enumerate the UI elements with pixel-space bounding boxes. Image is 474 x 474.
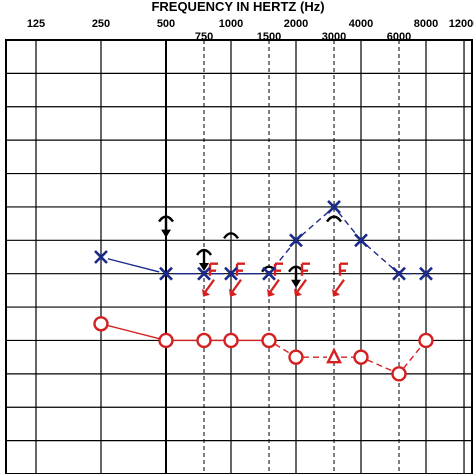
data-point-x bbox=[419, 266, 433, 281]
data-point-triangle bbox=[326, 347, 342, 364]
markers bbox=[93, 200, 434, 382]
data-point-x bbox=[262, 266, 276, 281]
data-point-x bbox=[327, 200, 341, 214]
no-response-arrowhead-red bbox=[332, 288, 341, 297]
octave-tick-label: 250 bbox=[92, 18, 110, 30]
grid bbox=[6, 40, 472, 474]
data-point-x bbox=[94, 250, 108, 264]
no-response-arrowhead-red bbox=[267, 288, 276, 297]
bc-bracket-marker bbox=[338, 262, 349, 276]
data-point-o bbox=[261, 332, 277, 349]
data-point-o bbox=[391, 366, 407, 382]
series-segment bbox=[107, 258, 160, 273]
no-response-arrow-red bbox=[203, 279, 215, 295]
series-segment bbox=[274, 343, 291, 355]
octave-tick-label: 500 bbox=[157, 18, 175, 30]
no-response-arrow-red bbox=[295, 279, 307, 295]
no-response-arrowhead-black bbox=[199, 263, 210, 271]
no-response-arrowhead-red bbox=[229, 288, 237, 297]
series-segment bbox=[365, 244, 395, 270]
data-point-x bbox=[289, 233, 303, 248]
masked-bc-marker bbox=[158, 215, 174, 223]
data-point-x bbox=[354, 233, 368, 248]
no-response-arrowhead-black bbox=[291, 279, 301, 288]
data-point-o bbox=[418, 332, 434, 349]
octave-tick-label: 4000 bbox=[349, 18, 373, 30]
bc-bracket-marker bbox=[300, 262, 310, 276]
series-segment bbox=[402, 345, 423, 369]
bc-bracket-marker bbox=[273, 262, 284, 276]
octave-tick-label: 1000 bbox=[219, 18, 243, 30]
data-point-o bbox=[288, 349, 304, 365]
series-segment bbox=[337, 211, 358, 236]
data-point-o bbox=[353, 349, 369, 365]
data-point-x bbox=[224, 266, 238, 281]
series-segment bbox=[367, 359, 393, 372]
masked-bc-marker bbox=[196, 248, 213, 256]
no-response-arrowhead-black bbox=[161, 229, 171, 238]
series-segment bbox=[107, 324, 160, 340]
no-response-arrow-red bbox=[268, 279, 280, 295]
no-response-arrow-red bbox=[333, 279, 345, 295]
chart-title: FREQUENCY IN HERTZ (Hz) bbox=[151, 0, 324, 14]
data-point-o bbox=[93, 316, 109, 332]
masked-bc-marker bbox=[223, 232, 239, 240]
data-point-o bbox=[158, 332, 174, 349]
octave-tick-label: 2000 bbox=[284, 18, 308, 30]
octave-tick-label: 8000 bbox=[414, 18, 438, 30]
bc-bracket-marker bbox=[235, 262, 245, 276]
bc-bracket-marker bbox=[208, 262, 219, 276]
data-point-x bbox=[197, 266, 211, 281]
masked-bc-marker bbox=[326, 215, 343, 223]
octave-tick-label: 12000 bbox=[449, 18, 474, 30]
plot-frame bbox=[5, 39, 473, 474]
data-point-x bbox=[159, 266, 173, 281]
data-point-o bbox=[196, 332, 212, 349]
data-point-o bbox=[223, 332, 239, 349]
octave-tick-label: 125 bbox=[27, 18, 45, 30]
series-lines bbox=[107, 211, 423, 372]
no-response-arrowhead-red bbox=[294, 288, 302, 297]
series-segment bbox=[300, 211, 330, 237]
no-response-arrowhead-red bbox=[202, 288, 211, 297]
data-point-x bbox=[392, 266, 406, 281]
no-response-arrow-red bbox=[230, 279, 242, 295]
